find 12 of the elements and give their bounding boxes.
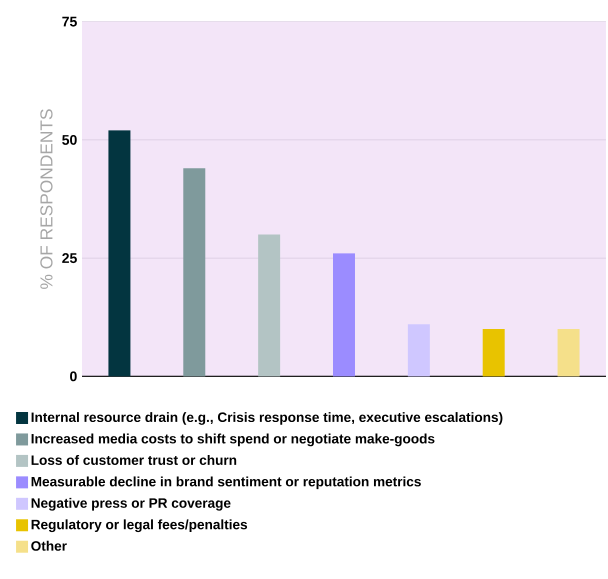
legend-label: Regulatory or legal fees/penalties [32, 519, 248, 532]
legend-label: Loss of customer trust or churn [32, 454, 236, 465]
legend-label: Internal resource drain (e.g., Crisis response time, executive escalations) [32, 412, 502, 425]
y-tick-label: 25 [62, 253, 77, 264]
y-tick-label: 0 [70, 371, 77, 382]
y-tick-label: 75 [62, 16, 77, 27]
legend-label: Measurable decline in brand sentiment or reputation metrics [32, 476, 421, 490]
y-tick-label: 50 [62, 134, 77, 145]
y-axis-title: % OF RESPONDENTS [40, 109, 53, 289]
legend-label: Other [31, 540, 67, 551]
legend-label: Increased media costs to shift spend or negotiate make-goods [32, 434, 434, 446]
legend-label: Negative press or PR coverage [32, 498, 231, 511]
